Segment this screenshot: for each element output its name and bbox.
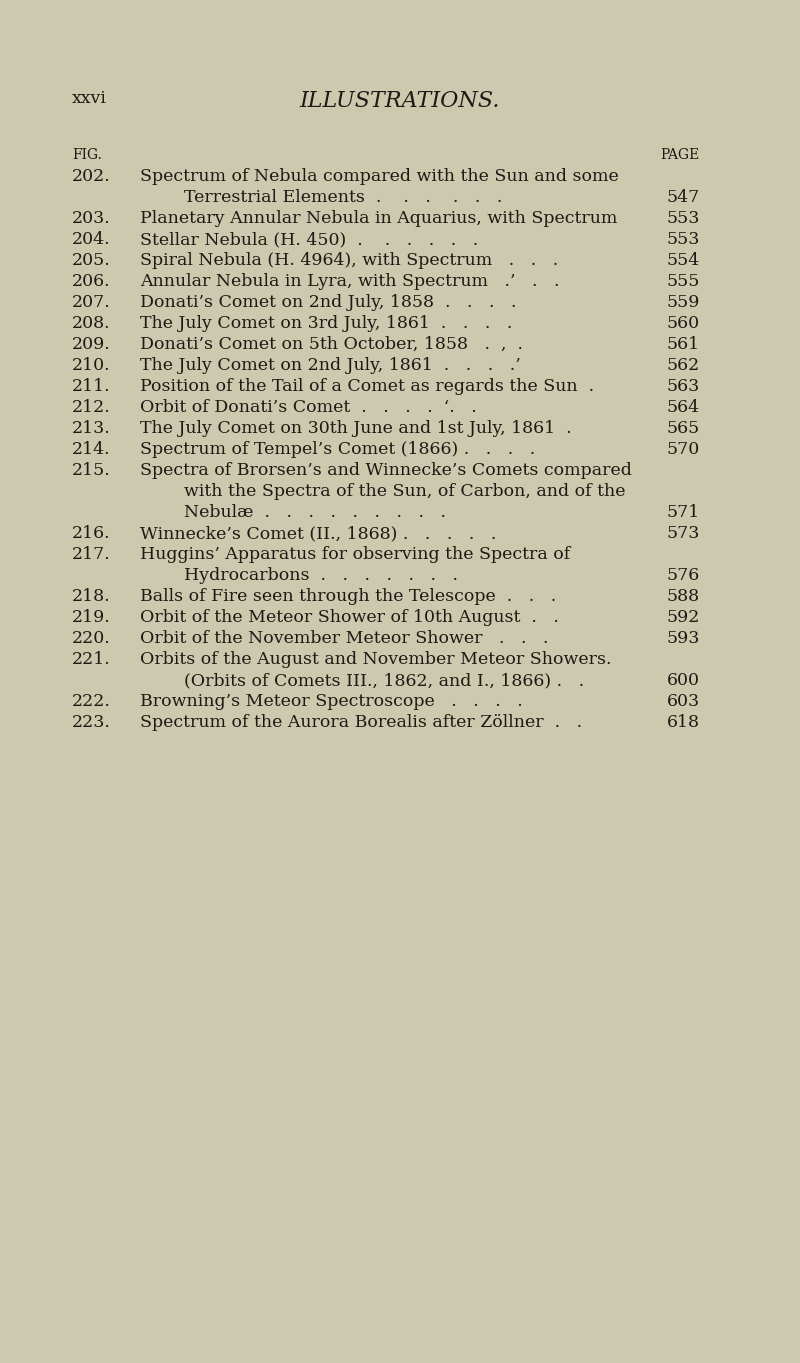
Text: 600: 600 bbox=[667, 672, 700, 690]
Text: Terrestrial Elements  .    .   .    .   .   .: Terrestrial Elements . . . . . . bbox=[140, 189, 502, 206]
Text: FIG.: FIG. bbox=[72, 149, 102, 162]
Text: 216.: 216. bbox=[72, 525, 110, 542]
Text: 571: 571 bbox=[666, 504, 700, 521]
Text: 555: 555 bbox=[666, 273, 700, 290]
Text: 588: 588 bbox=[667, 587, 700, 605]
Text: Hydrocarbons  .   .   .   .   .   .   .: Hydrocarbons . . . . . . . bbox=[140, 567, 458, 583]
Text: 207.: 207. bbox=[72, 294, 110, 311]
Text: 204.: 204. bbox=[72, 230, 110, 248]
Text: 547: 547 bbox=[666, 189, 700, 206]
Text: 573: 573 bbox=[666, 525, 700, 542]
Text: 561: 561 bbox=[667, 337, 700, 353]
Text: Annular Nebula in Lyra, with Spectrum   .’   .   .: Annular Nebula in Lyra, with Spectrum .’… bbox=[140, 273, 559, 290]
Text: Browning’s Meteor Spectroscope   .   .   .   .: Browning’s Meteor Spectroscope . . . . bbox=[140, 692, 522, 710]
Text: 565: 565 bbox=[666, 420, 700, 438]
Text: 215.: 215. bbox=[72, 462, 110, 478]
Text: 553: 553 bbox=[666, 210, 700, 228]
Text: 219.: 219. bbox=[72, 609, 110, 626]
Text: 554: 554 bbox=[666, 252, 700, 269]
Text: 221.: 221. bbox=[72, 652, 110, 668]
Text: 210.: 210. bbox=[72, 357, 110, 373]
Text: Orbits of the August and November Meteor Showers.: Orbits of the August and November Meteor… bbox=[140, 652, 611, 668]
Text: Orbit of the November Meteor Shower   .   .   .: Orbit of the November Meteor Shower . . … bbox=[140, 630, 549, 647]
Text: Spectrum of the Aurora Borealis after Zöllner  .   .: Spectrum of the Aurora Borealis after Zö… bbox=[140, 714, 582, 731]
Text: Orbit of the Meteor Shower of 10th August  .   .: Orbit of the Meteor Shower of 10th Augus… bbox=[140, 609, 559, 626]
Text: 564: 564 bbox=[667, 399, 700, 416]
Text: The July Comet on 3rd July, 1861  .   .   .   .: The July Comet on 3rd July, 1861 . . . . bbox=[140, 315, 512, 333]
Text: 563: 563 bbox=[666, 378, 700, 395]
Text: Donati’s Comet on 5th October, 1858   .  ,  .: Donati’s Comet on 5th October, 1858 . , … bbox=[140, 337, 523, 353]
Text: 206.: 206. bbox=[72, 273, 110, 290]
Text: xxvi: xxvi bbox=[72, 90, 107, 108]
Text: Position of the Tail of a Comet as regards the Sun  .: Position of the Tail of a Comet as regar… bbox=[140, 378, 594, 395]
Text: 562: 562 bbox=[666, 357, 700, 373]
Text: 576: 576 bbox=[666, 567, 700, 583]
Text: Spectrum of Nebula compared with the Sun and some: Spectrum of Nebula compared with the Sun… bbox=[140, 168, 618, 185]
Text: 603: 603 bbox=[667, 692, 700, 710]
Text: Stellar Nebula (H. 450)  .    .   .   .   .   .: Stellar Nebula (H. 450) . . . . . . bbox=[140, 230, 478, 248]
Text: (Orbits of Comets III., 1862, and I., 1866) .   .: (Orbits of Comets III., 1862, and I., 18… bbox=[140, 672, 584, 690]
Text: 202.: 202. bbox=[72, 168, 110, 185]
Text: 209.: 209. bbox=[72, 337, 110, 353]
Text: with the Spectra of the Sun, of Carbon, and of the: with the Spectra of the Sun, of Carbon, … bbox=[140, 483, 626, 500]
Text: 218.: 218. bbox=[72, 587, 110, 605]
Text: Orbit of Donati’s Comet  .   .   .   .  ‘.   .: Orbit of Donati’s Comet . . . . ‘. . bbox=[140, 399, 477, 416]
Text: Huggins’ Apparatus for observing the Spectra of: Huggins’ Apparatus for observing the Spe… bbox=[140, 547, 570, 563]
Text: 220.: 220. bbox=[72, 630, 110, 647]
Text: 570: 570 bbox=[666, 442, 700, 458]
Text: 214.: 214. bbox=[72, 442, 110, 458]
Text: 553: 553 bbox=[666, 230, 700, 248]
Text: Spiral Nebula (H. 4964), with Spectrum   .   .   .: Spiral Nebula (H. 4964), with Spectrum .… bbox=[140, 252, 558, 269]
Text: 208.: 208. bbox=[72, 315, 110, 333]
Text: 217.: 217. bbox=[72, 547, 110, 563]
Text: Spectrum of Tempel’s Comet (1866) .   .   .   .: Spectrum of Tempel’s Comet (1866) . . . … bbox=[140, 442, 535, 458]
Text: 618: 618 bbox=[667, 714, 700, 731]
Text: 203.: 203. bbox=[72, 210, 110, 228]
Text: 213.: 213. bbox=[72, 420, 110, 438]
Text: Winnecke’s Comet (II., 1868) .   .   .   .   .: Winnecke’s Comet (II., 1868) . . . . . bbox=[140, 525, 496, 542]
Text: 211.: 211. bbox=[72, 378, 110, 395]
Text: 223.: 223. bbox=[72, 714, 111, 731]
Text: Nebulæ  .   .   .   .   .   .   .   .   .: Nebulæ . . . . . . . . . bbox=[140, 504, 446, 521]
Text: 212.: 212. bbox=[72, 399, 110, 416]
Text: 205.: 205. bbox=[72, 252, 110, 269]
Text: Balls of Fire seen through the Telescope  .   .   .: Balls of Fire seen through the Telescope… bbox=[140, 587, 556, 605]
Text: PAGE: PAGE bbox=[661, 149, 700, 162]
Text: Planetary Annular Nebula in Aquarius, with Spectrum: Planetary Annular Nebula in Aquarius, wi… bbox=[140, 210, 618, 228]
Text: 222.: 222. bbox=[72, 692, 111, 710]
Text: 560: 560 bbox=[667, 315, 700, 333]
Text: The July Comet on 30th June and 1st July, 1861  .: The July Comet on 30th June and 1st July… bbox=[140, 420, 572, 438]
Text: ILLUSTRATIONS.: ILLUSTRATIONS. bbox=[300, 90, 500, 112]
Text: Donati’s Comet on 2nd July, 1858  .   .   .   .: Donati’s Comet on 2nd July, 1858 . . . . bbox=[140, 294, 517, 311]
Text: 593: 593 bbox=[666, 630, 700, 647]
Text: 559: 559 bbox=[666, 294, 700, 311]
Text: The July Comet on 2nd July, 1861  .   .   .   .’: The July Comet on 2nd July, 1861 . . . .… bbox=[140, 357, 521, 373]
Text: Spectra of Brorsen’s and Winnecke’s Comets compared: Spectra of Brorsen’s and Winnecke’s Come… bbox=[140, 462, 632, 478]
Text: 592: 592 bbox=[666, 609, 700, 626]
